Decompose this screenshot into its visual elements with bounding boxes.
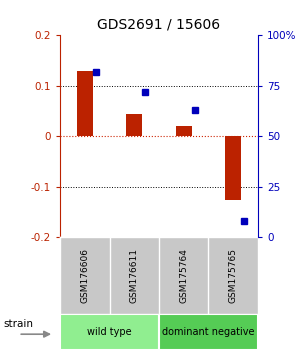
Text: strain: strain [3, 319, 33, 329]
Text: wild type: wild type [87, 327, 132, 337]
Bar [77, 71, 93, 136]
Bar [225, 136, 241, 200]
Bar [126, 114, 142, 136]
Text: GDS2691 / 15606: GDS2691 / 15606 [98, 18, 220, 32]
Bar [159, 314, 258, 350]
Text: GSM175765: GSM175765 [229, 249, 238, 303]
Text: GSM176606: GSM176606 [80, 249, 89, 303]
Bar [176, 126, 192, 136]
Text: GSM176611: GSM176611 [130, 249, 139, 303]
Text: dominant negative: dominant negative [162, 327, 255, 337]
Text: GSM175764: GSM175764 [179, 249, 188, 303]
Bar [60, 314, 159, 350]
